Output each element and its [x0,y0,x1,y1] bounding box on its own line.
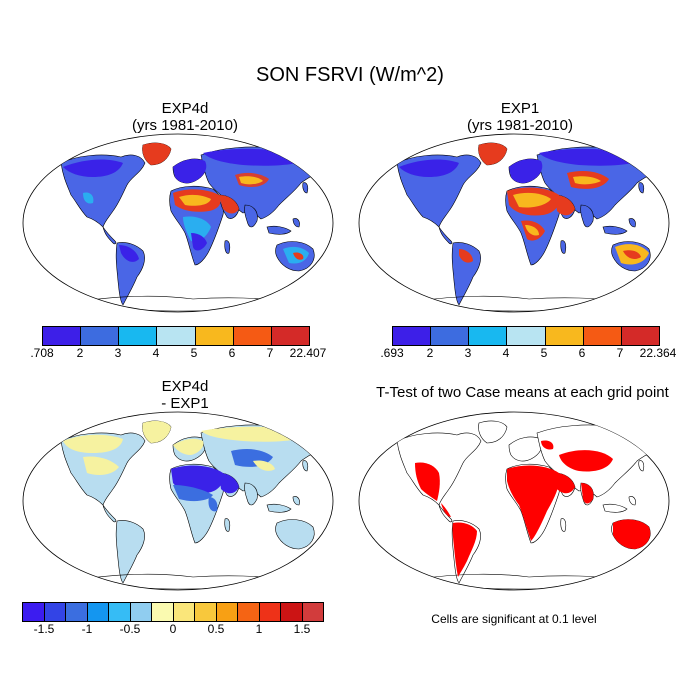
colorbar-swatch [233,327,272,345]
colorbar-label: 3 [114,346,122,360]
exp1-field-patches [399,142,649,265]
colorbar-swatch [109,603,131,621]
colorbar-swatch [43,327,82,345]
colorbar-swatch [23,603,45,621]
colorbar-swatch [393,327,432,345]
map-ttest [358,411,670,591]
colorbar-exp1 [392,326,660,346]
ttest-note: Cells are significant at 0.1 level [431,612,597,626]
colorbar-swatch [66,603,88,621]
colorbar-swatch [583,327,622,345]
colorbar-swatch [545,327,584,345]
colorbar-label: .693 [380,346,404,360]
map-diff [22,411,334,591]
colorbar-label: 6 [578,346,586,360]
colorbar-label: 2 [426,346,434,360]
colorbar-diff [22,602,324,622]
colorbar-swatch [302,603,323,621]
colorbar-exp4d [42,326,310,346]
panel-title-exp4d: EXP4d (yrs 1981-2010) [20,100,350,134]
panel-title-line2: - EXP1 [161,395,209,412]
panel-title-line2: (yrs 1981-2010) [132,117,238,134]
colorbar-label: 2 [76,346,84,360]
colorbar-label: .708 [30,346,54,360]
colorbar-label: -1.5 [33,622,55,636]
colorbar-label: 5 [190,346,198,360]
colorbar-swatch [216,603,238,621]
colorbar-swatch [81,327,120,345]
colorbar-swatch [431,327,470,345]
colorbar-label: 22.364 [639,346,677,360]
colorbar-label: 7 [266,346,274,360]
panel-title-line1: EXP4d [161,378,209,395]
colorbar-swatch [469,327,508,345]
colorbar-swatch [44,603,66,621]
colorbar-label: -0.5 [119,622,141,636]
colorbar-swatch [119,327,158,345]
colorbar-label: 22.407 [289,346,327,360]
panel-title-ttest: T-Test of two Case means at each grid po… [350,384,695,401]
panel-title-diff: EXP4d - EXP1 [20,378,350,412]
colorbar-swatch [195,603,217,621]
colorbar-label: 3 [464,346,472,360]
colorbar-label: 0.5 [207,622,225,636]
colorbar-label: 1.5 [293,622,311,636]
panel-title-exp1: EXP1 (yrs 1981-2010) [355,100,685,134]
significant-cells [415,440,651,577]
map-exp4d [22,133,334,313]
colorbar-swatch [507,327,546,345]
colorbar-swatch [621,327,659,345]
colorbar-swatch [281,603,303,621]
panel-title-line2: (yrs 1981-2010) [467,117,573,134]
colorbar-swatch [259,603,281,621]
colorbar-swatch [87,603,109,621]
panel-title-line1: EXP1 [500,100,540,117]
colorbar-swatch [195,327,234,345]
colorbar-label: 6 [228,346,236,360]
panel-title-line1: T-Test of two Case means at each grid po… [376,384,669,401]
colorbar-label: 0 [169,622,177,636]
colorbar-swatch [238,603,260,621]
colorbar-label: 7 [616,346,624,360]
colorbar-label: 5 [540,346,548,360]
colorbar-swatch [130,603,152,621]
colorbar-label: 1 [255,622,263,636]
colorbar-swatch [152,603,174,621]
colorbar-label: 4 [152,346,160,360]
colorbar-swatch [173,603,195,621]
panel-title-line1: EXP4d [161,100,209,117]
map-exp1 [358,133,670,313]
main-title: SON FSRVI (W/m^2) [256,64,444,86]
colorbar-label: -1 [81,622,93,636]
colorbar-swatch [157,327,196,345]
colorbar-label: 4 [502,346,510,360]
diff-field-patches [63,420,313,512]
colorbar-swatch [271,327,309,345]
